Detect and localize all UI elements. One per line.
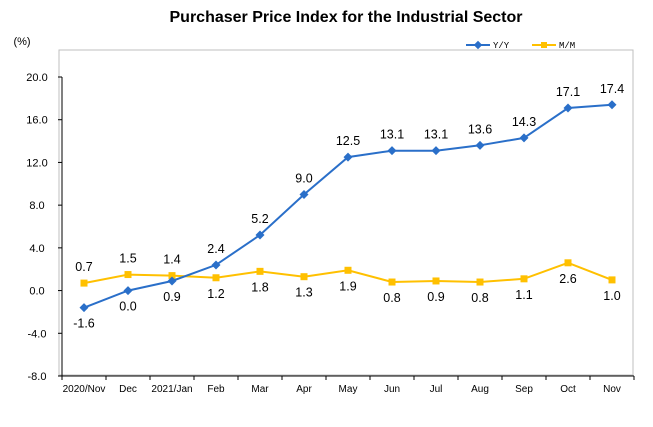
mm-data-label: 1.2 [207,287,224,301]
mm-data-label: 1.9 [339,279,356,293]
x-axis-ticks: 2020/Nov Dec 2021/Jan Feb Mar Apr May Jun Jul Aug… [61,376,635,395]
mm-point-marker [564,259,572,267]
mm-data-label: 1.5 [119,252,136,266]
y-axis-ticks: 20.0 16.0 12.0 8.0 4.0 0.0 -4.0 -8.0 [26,72,62,383]
mm-data-label: 0.7 [75,260,92,274]
mm-data-label: 1.0 [603,289,620,303]
yy-point-marker [123,286,133,296]
x-tick-label: Oct [560,384,576,395]
x-tick-label: Feb [207,384,225,395]
mm-data-label: 0.8 [383,291,400,305]
mm-point-marker [432,277,440,285]
yy-data-label: 13.6 [468,122,492,136]
mm-point-marker [344,266,352,274]
yy-point-marker [299,189,309,199]
legend-yy-label: Y/Y [493,41,510,51]
yy-data-label: 5.2 [251,212,268,226]
legend-yy-marker [473,40,483,50]
y-tick-label: 20.0 [26,72,47,84]
mm-point-marker [476,278,484,286]
x-tick-label: Sep [515,384,533,395]
mm-point-marker [124,271,132,279]
mm-data-label: 1.3 [295,286,312,300]
yy-data-label: 2.4 [207,242,224,256]
mm-point-marker [388,278,396,286]
data-labels-layer: -1.6 0.7 0.0 1.5 0.9 1.4 2.4 1.2 5.2 1.8 9.0 1.3 12.… [73,82,624,331]
mm-data-label: 2.6 [559,272,576,286]
y-tick-label: 4.0 [29,243,44,255]
chart-title: Purchaser Price Index for the Industrial… [170,9,523,26]
mm-data-label: 1.1 [515,288,532,302]
series-layer [79,100,617,313]
y-tick-label: 16.0 [26,115,47,127]
mm-point-marker [168,272,176,280]
yy-point-marker [343,152,353,162]
x-tick-label: May [339,384,358,395]
x-tick-label: Apr [296,384,312,395]
yy-point-marker [255,230,265,240]
x-tick-label: Nov [603,384,621,395]
legend-mm-label: M/M [559,41,575,51]
yy-data-label: -1.6 [73,317,95,331]
yy-point-marker [387,146,397,156]
yy-data-label: 12.5 [336,134,360,148]
yy-data-label: 0.9 [163,290,180,304]
yy-point-marker [607,100,617,110]
legend: Y/Y M/M [466,40,575,51]
yy-point-marker [475,140,485,150]
yy-data-label: 14.3 [512,115,536,129]
mm-point-marker [520,275,528,283]
x-tick-label: Mar [251,384,269,395]
mm-data-label: 0.8 [471,291,488,305]
x-tick-label: Dec [119,384,137,395]
legend-item-yy: Y/Y [466,40,510,51]
yy-point-marker [519,133,529,143]
yy-data-label: 13.1 [424,128,448,142]
mm-point-marker [256,267,264,275]
x-tick-label: Aug [471,384,489,395]
yy-point-marker [167,276,177,286]
mm-point-marker [80,279,88,287]
mm-data-label: 1.4 [163,253,180,267]
yy-point-marker [79,303,89,313]
y-tick-label: 12.0 [26,157,47,169]
yy-point-marker [431,146,441,156]
y-tick-label: -4.0 [28,328,47,340]
yy-data-label: 17.1 [556,85,580,99]
plot-area-frame [58,49,634,376]
y-tick-label: -8.0 [28,371,47,383]
yy-point-marker [211,260,221,270]
x-tick-label: Jul [430,384,443,395]
mm-point-marker [300,273,308,281]
yy-data-label: 13.1 [380,128,404,142]
y-tick-label: 8.0 [29,200,44,212]
mm-data-label: 0.9 [427,290,444,304]
x-tick-label: 2021/Jan [151,384,192,395]
mm-data-label: 1.8 [251,280,268,294]
y-tick-label: 0.0 [29,286,44,298]
yy-data-label: 9.0 [295,171,312,185]
x-tick-label: Jun [384,384,400,395]
yy-data-label: 17.4 [600,82,624,96]
mm-point-marker [608,276,616,284]
yy-data-label: 0.0 [119,300,136,314]
mm-point-marker [212,274,220,282]
x-tick-label: 2020/Nov [63,384,106,395]
yy-point-marker [563,103,573,113]
unit-label: (%) [13,36,30,48]
legend-item-mm: M/M [532,41,575,51]
legend-mm-marker [541,42,547,48]
